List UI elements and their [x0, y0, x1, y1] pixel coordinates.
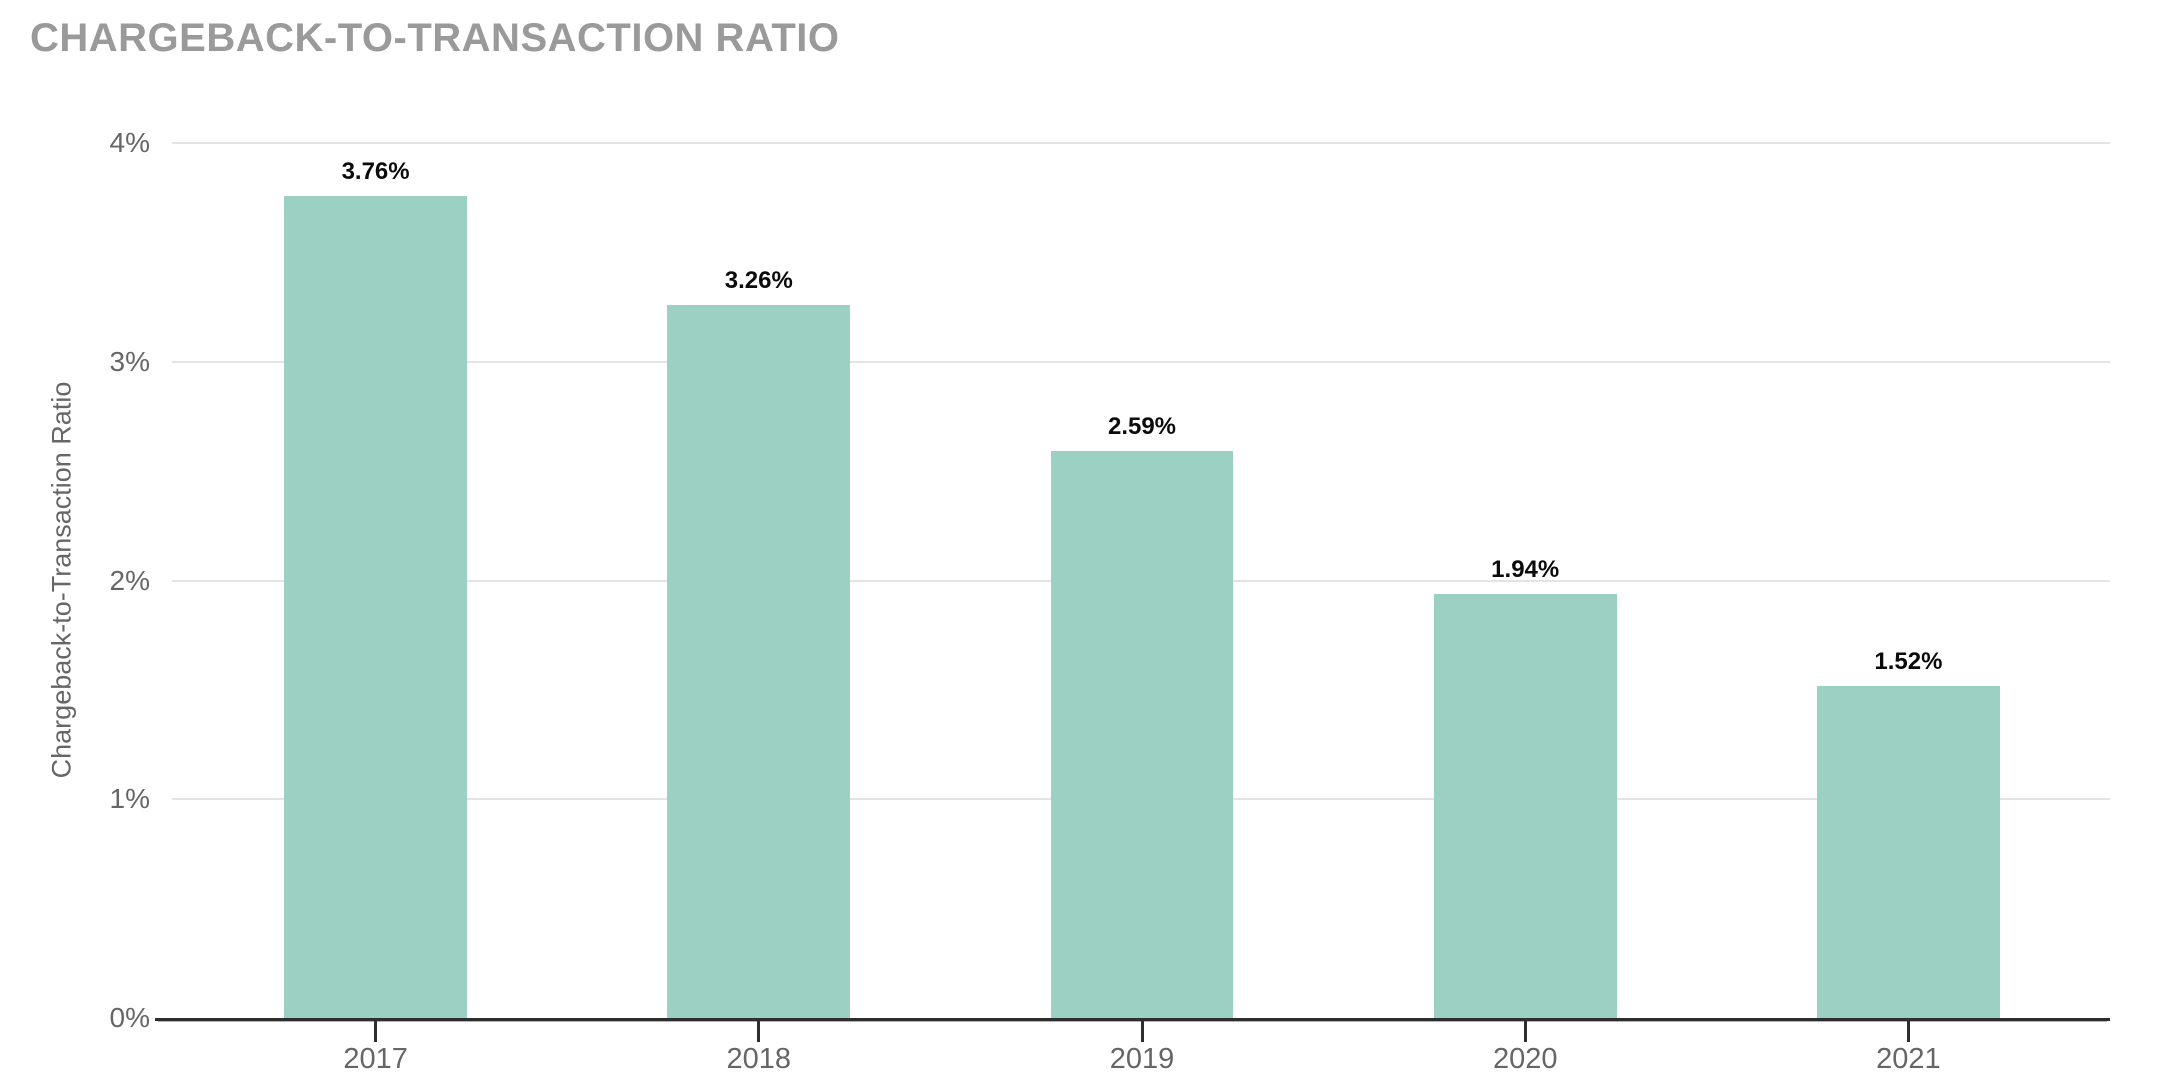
x-tick-mark-2019 — [1140, 1021, 1144, 1042]
x-tick-label-2018: 2018 — [726, 1043, 792, 1075]
gridline-4% — [172, 142, 2110, 144]
bar-value-label-2019: 2.59% — [1107, 413, 1177, 441]
y-tick-label-1%: 1% — [109, 783, 150, 815]
bar-slot-2018: 3.26% 2018 — [567, 143, 950, 1074]
bar-2019 — [1050, 451, 1234, 1018]
bar-value-label-2021: 1.52% — [1874, 647, 1943, 675]
x-tick-label-2019: 2019 — [1109, 1043, 1175, 1075]
bar-2021 — [1817, 685, 2000, 1018]
x-tick-label-2017: 2017 — [343, 1043, 408, 1075]
bar-slot-2021: 1.52% 2021 — [1717, 143, 2100, 1074]
bar-slot-2020: 1.94% 2020 — [1334, 143, 1717, 1074]
bar-2020 — [1433, 593, 1617, 1018]
bar-value-label-2017: 3.76% — [341, 157, 410, 185]
bar-2017 — [284, 195, 467, 1018]
y-tick-label-2%: 2% — [109, 564, 150, 596]
bar-slot-2019: 2.59% 2019 — [950, 143, 1333, 1074]
bar-value-label-2018: 3.26% — [724, 266, 793, 294]
chart-title: CHARGEBACK-TO-TRANSACTION RATIO — [30, 16, 840, 60]
x-tick-mark-2021 — [1906, 1021, 1910, 1042]
y-tick-label-3%: 3% — [109, 345, 150, 377]
y-tick-label-4%: 4% — [109, 127, 150, 158]
plot-area: 0% 1% 2% 3% 4% 3.76% 2017 3.26% 2018 2.59% 2019 1.… — [110, 129, 2110, 1074]
x-tick-mark-2018 — [757, 1021, 761, 1042]
x-tick-label-2020: 2020 — [1492, 1043, 1558, 1075]
bar-2018 — [667, 304, 851, 1018]
bar-slot-2017: 3.76% 2017 — [184, 143, 567, 1074]
gridline-3% — [172, 360, 2110, 363]
x-tick-label-2021: 2021 — [1876, 1043, 1941, 1075]
x-tick-mark-2020 — [1523, 1021, 1527, 1042]
y-tick-label-0%: 0% — [109, 1002, 150, 1033]
x-tick-mark-2017 — [374, 1021, 378, 1042]
bar-value-label-2020: 1.94% — [1491, 555, 1560, 583]
bars-band: 3.76% 2017 3.26% 2018 2.59% 2019 1.94% 2020 1.52… — [184, 143, 2100, 1074]
